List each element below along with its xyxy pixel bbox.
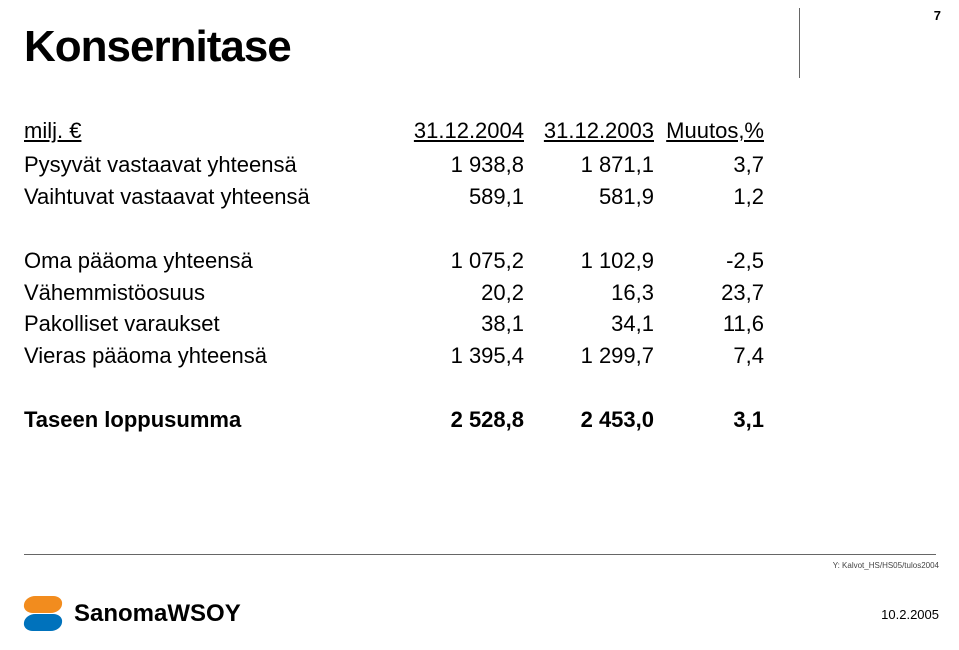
table: milj. € 31.12.2004 31.12.2003 Muutos,% P… [24,115,764,436]
row-label: Oma pääoma yhteensä [24,245,394,277]
row-val-2003: 1 871,1 [524,149,654,181]
col-change: Muutos,% [654,115,764,147]
row-val-2003: 16,3 [524,277,654,309]
row-val-2004: 1 395,4 [394,340,524,372]
table-row: Vieras pääoma yhteensä1 395,41 299,77,4 [24,340,764,372]
logo-mark-icon [24,596,64,632]
table-row: Pakolliset varaukset38,134,111,6 [24,308,764,340]
row-label: Pakolliset varaukset [24,308,394,340]
table-row: Vähemmistöosuus20,216,323,7 [24,277,764,309]
row-change: 1,2 [654,181,764,213]
row-val-2004: 38,1 [394,308,524,340]
row-val-2004: 589,1 [394,181,524,213]
row-label: Vaihtuvat vastaavat yhteensä [24,181,394,213]
row-change: -2,5 [654,245,764,277]
col-2004: 31.12.2004 [394,115,524,147]
table-row: Taseen loppusumma2 528,82 453,03,1 [24,404,764,436]
footer-path: Y: Kalvot_HS/HS05/tulos2004 [833,561,939,570]
row-label: Vieras pääoma yhteensä [24,340,394,372]
row-change: 3,1 [654,404,764,436]
row-val-2003: 2 453,0 [524,404,654,436]
row-val-2004: 1 075,2 [394,245,524,277]
row-val-2003: 581,9 [524,181,654,213]
row-val-2003: 1 299,7 [524,340,654,372]
row-change: 11,6 [654,308,764,340]
col-label: milj. € [24,115,394,147]
table-row: Oma pääoma yhteensä1 075,21 102,9-2,5 [24,245,764,277]
row-label: Vähemmistöosuus [24,277,394,309]
horizontal-divider [24,554,936,555]
row-label: Pysyvät vastaavat yhteensä [24,149,394,181]
row-val-2003: 34,1 [524,308,654,340]
row-val-2004: 1 938,8 [394,149,524,181]
table-row: Pysyvät vastaavat yhteensä1 938,81 871,1… [24,149,764,181]
brand-logo: SanomaWSOY [24,596,241,632]
table-row: Vaihtuvat vastaavat yhteensä589,1581,91,… [24,181,764,213]
row-val-2004: 2 528,8 [394,404,524,436]
footer-date: 10.2.2005 [881,607,939,622]
row-val-2004: 20,2 [394,277,524,309]
page-number: 7 [934,8,941,23]
brand-name: SanomaWSOY [74,600,241,628]
row-change: 23,7 [654,277,764,309]
col-2003: 31.12.2003 [524,115,654,147]
page-title: Konsernitase [24,22,291,72]
table-header-row: milj. € 31.12.2004 31.12.2003 Muutos,% [24,115,764,147]
vertical-divider [799,8,800,78]
row-val-2003: 1 102,9 [524,245,654,277]
row-label: Taseen loppusumma [24,404,394,436]
row-change: 3,7 [654,149,764,181]
row-change: 7,4 [654,340,764,372]
